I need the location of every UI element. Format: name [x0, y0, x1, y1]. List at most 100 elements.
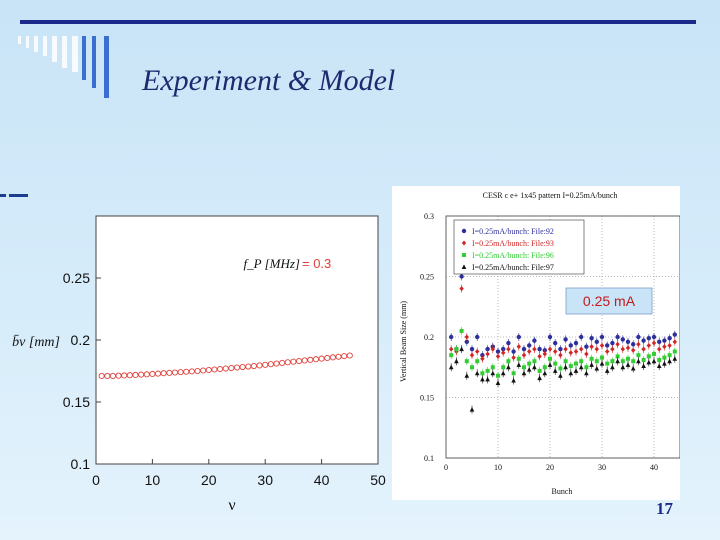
experiment-point — [469, 407, 475, 412]
model-point — [205, 366, 212, 374]
experiment-point — [594, 339, 599, 345]
experiment-point — [527, 361, 532, 366]
experiment-point — [470, 365, 474, 370]
experiment-point — [672, 356, 678, 361]
experiment-point — [646, 359, 652, 365]
experiment-point — [464, 373, 470, 378]
experiment-point — [573, 340, 579, 346]
experiment-point — [511, 349, 516, 354]
experiment-point — [667, 336, 672, 341]
experiment-point — [625, 339, 631, 345]
experiment-point — [631, 342, 636, 347]
experiment-point — [558, 346, 563, 352]
experiment-point — [574, 361, 578, 366]
experiment-point — [672, 332, 677, 337]
experiment-point — [469, 346, 475, 352]
experiment-point — [584, 344, 589, 349]
experiment-point — [636, 358, 641, 364]
model-point — [222, 365, 229, 372]
model-point — [318, 355, 325, 362]
experiment-point — [620, 359, 625, 364]
model-plot-area — [95, 215, 379, 465]
model-point — [121, 372, 128, 379]
experiment-legend-label: I=0.25mA/bunch: File:97 — [472, 263, 554, 272]
model-point — [166, 369, 173, 376]
experiment-point — [573, 368, 579, 373]
experiment-point — [521, 370, 527, 376]
experiment-point — [480, 356, 485, 362]
experiment-point — [558, 366, 563, 371]
experiment-point — [605, 361, 610, 366]
experiment-point — [459, 328, 464, 333]
experiment-point — [662, 344, 667, 350]
model-point — [154, 370, 162, 377]
experiment-point — [589, 356, 594, 361]
experiment-point — [620, 337, 625, 342]
model-point — [143, 371, 150, 378]
experiment-point — [573, 349, 579, 355]
experiment-point — [625, 362, 631, 367]
model-point — [250, 362, 257, 370]
model-point — [239, 363, 246, 371]
model-point — [188, 368, 195, 375]
experiment-y-tick-label: 0.3 — [424, 212, 434, 221]
experiment-point — [500, 370, 506, 376]
experiment-point — [631, 359, 636, 364]
experiment-point — [662, 361, 667, 366]
model-x-tick-label: 0 — [92, 472, 100, 488]
model-point — [160, 370, 167, 377]
experiment-point — [656, 363, 662, 369]
experiment-legend-marker — [461, 264, 467, 269]
experiment-legend — [453, 219, 585, 275]
experiment-point — [516, 356, 521, 361]
model-point — [329, 354, 336, 361]
experiment-point — [584, 370, 589, 376]
model-x-tick-label: 20 — [201, 472, 217, 488]
experiment-point — [620, 364, 626, 370]
experiment-point — [651, 358, 657, 364]
model-point — [346, 352, 353, 359]
experiment-point — [636, 353, 641, 358]
experiment-point — [495, 353, 501, 359]
experiment-point — [542, 365, 547, 370]
experiment-legend-label: I=0.25mA/bunch: File:93 — [472, 239, 554, 248]
experiment-point — [651, 340, 657, 346]
experiment-point — [599, 342, 605, 348]
experiment-point — [464, 334, 469, 340]
model-point — [295, 358, 303, 365]
model-point — [183, 368, 190, 375]
model-point — [262, 361, 269, 368]
experiment-point — [615, 354, 620, 359]
experiment-chart-title: CESR c e+ 1x45 pattern I=0.25mA/bunch — [483, 191, 618, 200]
experiment-point — [584, 365, 589, 370]
experiment-point — [506, 346, 511, 352]
experiment-point — [459, 346, 464, 352]
experiment-point — [532, 359, 537, 364]
experiment-point — [459, 286, 464, 292]
experiment-point — [526, 367, 532, 372]
model-y-tick-label: 0.15 — [63, 394, 90, 410]
experiment-point — [667, 342, 672, 348]
experiment-x-tick-label: 20 — [546, 463, 554, 472]
model-point — [177, 369, 184, 376]
model-point — [149, 370, 156, 378]
experiment-point — [474, 370, 480, 376]
experiment-point — [521, 352, 527, 358]
model-point — [228, 364, 235, 372]
experiment-point — [532, 338, 537, 343]
experiment-point — [563, 364, 568, 370]
experiment-point — [454, 347, 459, 352]
experiment-point — [641, 357, 646, 362]
model-point — [233, 364, 241, 371]
experiment-point — [527, 343, 532, 348]
model-point — [312, 356, 320, 363]
model-point — [284, 359, 291, 366]
model-x-axis-label: ν — [228, 497, 235, 514]
experiment-x-tick-label: 0 — [444, 463, 448, 472]
experiment-point — [646, 354, 651, 359]
experiment-point — [657, 339, 662, 345]
model-point — [341, 353, 348, 360]
model-point — [126, 372, 133, 379]
experiment-point — [547, 362, 553, 367]
model-x-tick-label: 40 — [314, 472, 330, 488]
